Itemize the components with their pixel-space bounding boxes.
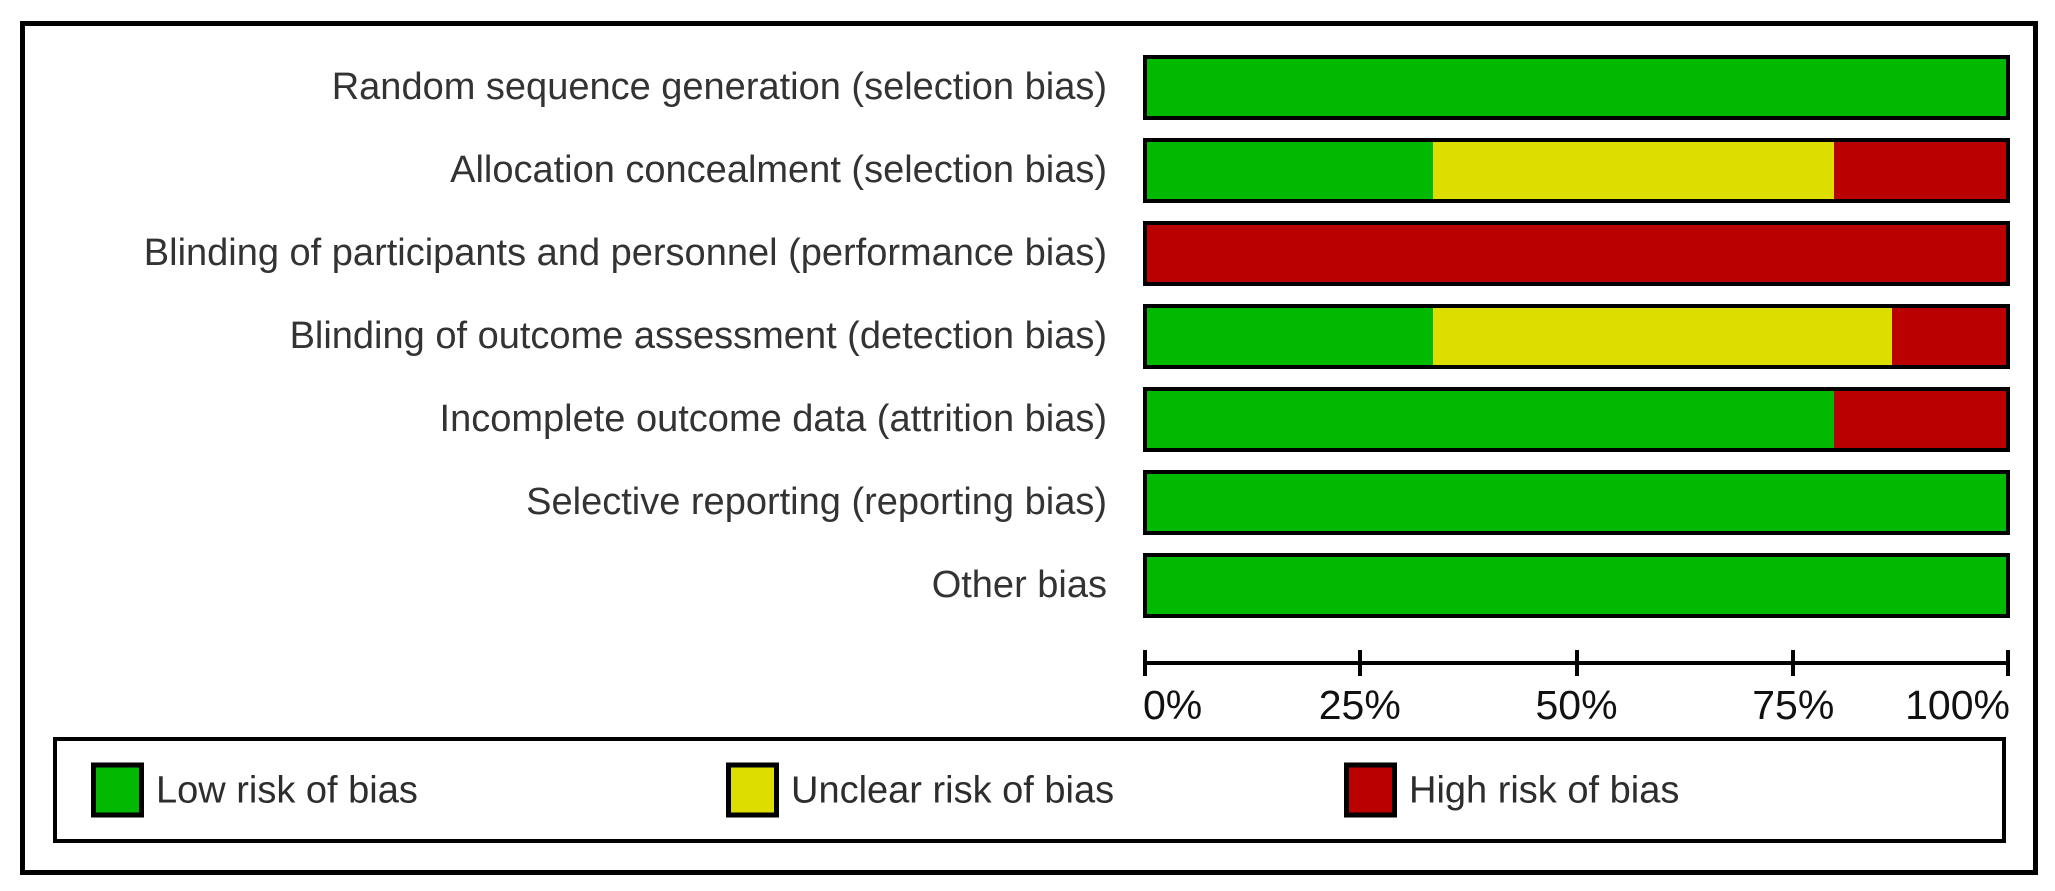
chart-row: Incomplete outcome data (attrition bias) — [0, 378, 2055, 461]
bar-segment-low — [1147, 142, 1434, 199]
row-label: Blinding of participants and personnel (… — [143, 232, 1107, 274]
chart-row: Random sequence generation (selection bi… — [0, 46, 2055, 129]
row-label: Allocation concealment (selection bias) — [450, 149, 1107, 191]
bar-segment-unclear — [1433, 142, 1835, 199]
bar-track — [1143, 138, 2010, 203]
bar-segment-unclear — [1433, 308, 1892, 365]
bar-segment-high — [1147, 225, 2006, 282]
bar-track — [1143, 470, 2010, 535]
legend: Low risk of bias Unclear risk of bias High… — [53, 737, 2006, 843]
bar-segment-high — [1834, 391, 2006, 448]
chart-row: Allocation concealment (selection bias) — [0, 129, 2055, 212]
row-label: Blinding of outcome assessment (detectio… — [289, 315, 1107, 357]
legend-swatch-high — [1344, 762, 1397, 818]
legend-label-unclear: Unclear risk of bias — [791, 769, 1115, 811]
chart-row: Blinding of participants and personnel (… — [0, 212, 2055, 295]
bar-track — [1143, 221, 2010, 286]
bar-segment-low — [1147, 308, 1434, 365]
bar-segment-high — [1834, 142, 2006, 199]
chart-row: Blinding of outcome assessment (detectio… — [0, 295, 2055, 378]
legend-label-high: High risk of bias — [1409, 769, 1680, 811]
legend-entry-high: High risk of bias — [1344, 762, 1680, 818]
bar-track — [1143, 553, 2010, 618]
chart-rows: Random sequence generation (selection bi… — [0, 46, 2055, 627]
chart-row: Selective reporting (reporting bias) — [0, 461, 2055, 544]
legend-swatch-unclear — [726, 762, 779, 818]
bar-segment-high — [1891, 308, 2006, 365]
bar-segment-low — [1147, 59, 2006, 116]
bar-track — [1143, 304, 2010, 369]
row-label: Incomplete outcome data (attrition bias) — [439, 398, 1107, 440]
legend-label-low: Low risk of bias — [156, 769, 418, 811]
row-label: Other bias — [931, 564, 1107, 606]
legend-entry-low: Low risk of bias — [91, 762, 418, 818]
row-label: Random sequence generation (selection bi… — [331, 66, 1107, 108]
bar-track — [1143, 55, 2010, 120]
chart-row: Other bias — [0, 544, 2055, 627]
legend-swatch-low — [91, 762, 144, 818]
legend-entry-unclear: Unclear risk of bias — [726, 762, 1115, 818]
bar-segment-low — [1147, 391, 1835, 448]
bar-segment-low — [1147, 557, 2006, 614]
row-label: Selective reporting (reporting bias) — [526, 481, 1107, 523]
bar-segment-low — [1147, 474, 2006, 531]
figure-frame — [20, 21, 2038, 875]
bar-track — [1143, 387, 2010, 452]
